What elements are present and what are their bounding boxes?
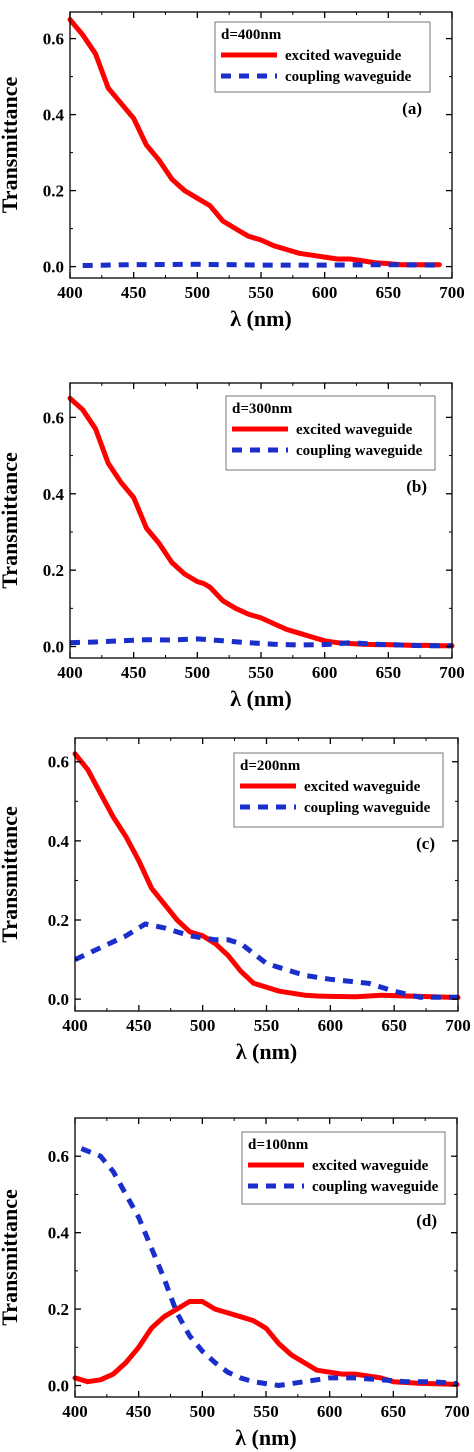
y-tick-label: 0.0 (48, 1377, 69, 1396)
y-tick-label: 0.2 (48, 911, 69, 930)
x-tick-label: 650 (381, 1402, 407, 1421)
x-axis-label: λ (nm) (230, 686, 292, 711)
legend-box (225, 395, 436, 471)
y-tick-label: 0.0 (43, 638, 64, 657)
y-tick-label: 0.6 (43, 408, 64, 427)
y-tick-label: 0.0 (43, 258, 64, 277)
y-tick-label: 0.6 (48, 1147, 69, 1166)
x-tick-label: 600 (312, 283, 338, 302)
x-tick-label: 500 (190, 1402, 216, 1421)
panel-label: (b) (406, 477, 427, 496)
y-tick-label: 0.0 (48, 990, 69, 1009)
x-tick-label: 550 (254, 1016, 280, 1035)
series-line-excited (67, 395, 455, 649)
x-tick-label: 700 (439, 283, 465, 302)
series-line-coupling (80, 1146, 458, 1388)
x-tick-label: 500 (185, 283, 211, 302)
x-tick-label: 550 (248, 663, 274, 682)
x-tick-label: 650 (376, 283, 402, 302)
x-tick-label: 650 (381, 1016, 407, 1035)
panel-label: (c) (416, 834, 435, 853)
x-tick-label: 600 (318, 1016, 344, 1035)
chart-panel-a: 400 450 500 550 600 650 700 0.0 0.2 0.4 0.6 λ (nm) T… (0, 11, 465, 331)
y-tick-label: 0.2 (48, 1300, 69, 1319)
y-tick-label: 0.4 (48, 1224, 70, 1243)
legend-title: d=100nm (248, 1137, 309, 1153)
x-tick-label: 400 (57, 283, 83, 302)
legend-label: excited waveguide (312, 1158, 429, 1174)
x-tick-label: 700 (444, 1402, 470, 1421)
series-line-excited (72, 751, 461, 1000)
legend-label: excited waveguide (296, 422, 413, 438)
legend-label: excited waveguide (285, 48, 402, 64)
y-axis-label: Transmittance (0, 452, 22, 589)
x-tick-label: 400 (57, 663, 83, 682)
legend-label: coupling waveguide (285, 69, 412, 85)
x-tick-label: 450 (126, 1016, 152, 1035)
x-axis-label: λ (nm) (236, 1039, 298, 1064)
y-tick-label: 0.4 (48, 832, 70, 851)
x-tick-label: 400 (62, 1402, 88, 1421)
legend-box (233, 752, 444, 828)
x-tick-label: 500 (185, 663, 211, 682)
legend-title: d=400nm (221, 27, 282, 43)
series-line-coupling (69, 636, 452, 649)
y-tick-label: 0.4 (43, 485, 65, 504)
legend-title: d=200nm (240, 758, 301, 774)
chart-panel-c: 400 450 500 550 600 650 700 0.0 0.2 0.4 0.6 λ (nm) T… (0, 737, 471, 1064)
y-axis-label: Transmittance (0, 806, 22, 943)
x-tick-label: 700 (445, 1016, 471, 1035)
legend-label: coupling waveguide (304, 800, 431, 816)
y-tick-label: 0.2 (43, 561, 64, 580)
x-tick-label: 450 (121, 283, 147, 302)
chart-panel-d: 400 450 500 550 600 650 700 0.0 0.2 0.4 0.6 λ (nm) T… (0, 1117, 470, 1450)
x-axis-label: λ (nm) (230, 306, 292, 331)
y-tick-label: 0.4 (43, 106, 65, 125)
legend-label: excited waveguide (304, 779, 421, 795)
panel-label: (a) (402, 99, 422, 118)
x-tick-label: 700 (439, 663, 465, 682)
x-tick-label: 600 (317, 1402, 343, 1421)
series-line-excited (72, 1299, 460, 1387)
y-tick-label: 0.6 (48, 753, 69, 772)
legend-title: d=300nm (232, 401, 293, 417)
x-tick-label: 550 (248, 283, 274, 302)
y-tick-label: 0.6 (43, 30, 64, 49)
x-tick-label: 600 (312, 663, 338, 682)
series-line-coupling (73, 921, 458, 1000)
x-tick-label: 450 (121, 663, 147, 682)
y-tick-label: 0.2 (43, 182, 64, 201)
x-tick-label: 450 (126, 1402, 152, 1421)
y-axis-label: Transmittance (0, 1189, 22, 1326)
y-axis-label: Transmittance (0, 77, 22, 214)
chart-panel-b: 400 450 500 550 600 650 700 0.0 0.2 0.4 0.6 λ (nm) T… (0, 382, 465, 711)
legend-label: coupling waveguide (296, 443, 423, 459)
panel-label: (d) (416, 1211, 437, 1230)
x-tick-label: 650 (376, 663, 402, 682)
x-tick-label: 500 (190, 1016, 216, 1035)
x-axis-label: λ (nm) (235, 1425, 297, 1450)
x-tick-label: 400 (62, 1016, 88, 1035)
legend-label: coupling waveguide (312, 1179, 439, 1195)
x-tick-label: 550 (253, 1402, 279, 1421)
legend-box (241, 1131, 446, 1205)
